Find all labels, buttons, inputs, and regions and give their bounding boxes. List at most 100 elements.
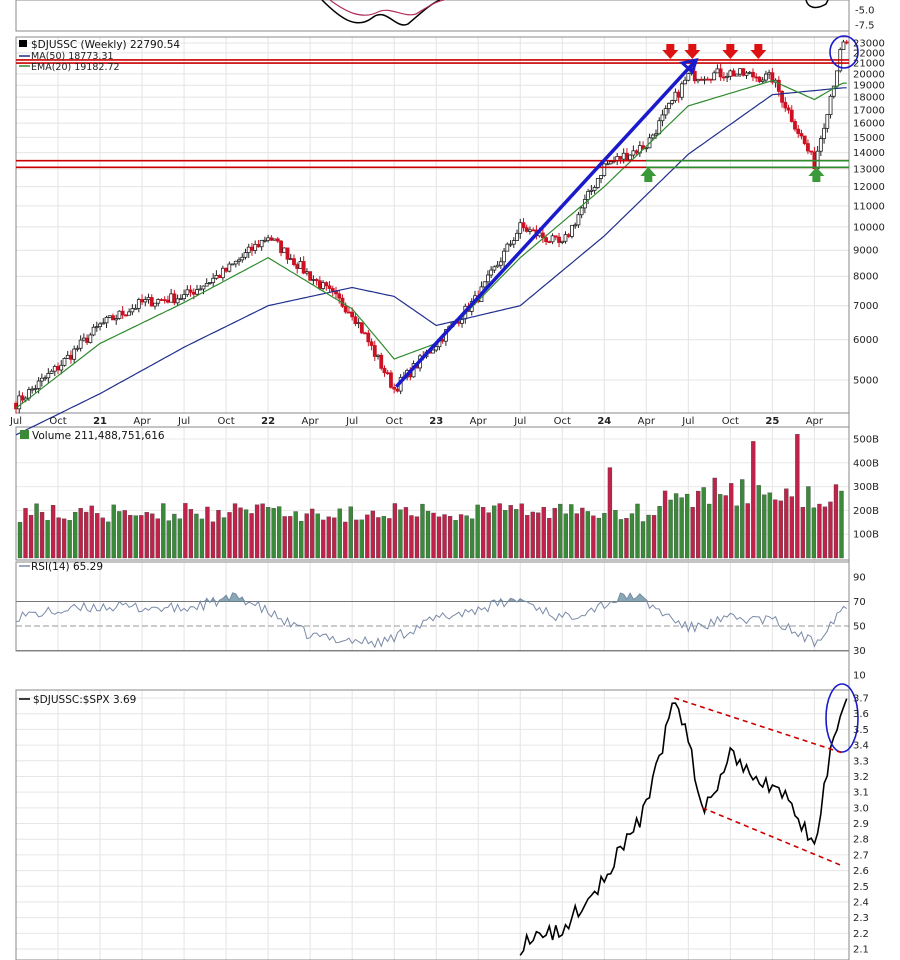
volume-tick-label: 400B bbox=[853, 458, 879, 469]
volume-bar bbox=[315, 513, 320, 559]
candle-body bbox=[136, 299, 141, 309]
candle-body bbox=[46, 373, 51, 379]
volume-bar bbox=[734, 505, 739, 559]
candle-body bbox=[654, 133, 658, 136]
candle-body bbox=[275, 238, 280, 242]
candle-body bbox=[104, 317, 109, 324]
x-tick-label: Oct bbox=[722, 416, 739, 427]
candle-body bbox=[728, 70, 733, 77]
candle-body bbox=[767, 72, 772, 75]
candle-body bbox=[317, 280, 322, 289]
ratio-tick-label: 2.8 bbox=[853, 835, 869, 846]
volume-bar bbox=[166, 520, 172, 559]
candle-body bbox=[208, 282, 212, 284]
candle-body bbox=[52, 366, 57, 372]
candle-body bbox=[389, 372, 393, 388]
ratio-line bbox=[519, 698, 848, 956]
rsi-panel-frame bbox=[15, 561, 850, 652]
candle-body bbox=[702, 78, 707, 81]
candle-body bbox=[806, 143, 810, 152]
volume-bar bbox=[640, 521, 646, 559]
candle-body bbox=[369, 341, 374, 346]
indicator-tick-label: -5.0 bbox=[855, 6, 875, 17]
candle-body bbox=[676, 91, 681, 98]
candle-body bbox=[30, 388, 35, 391]
rsi-tick-label: 90 bbox=[853, 573, 866, 584]
volume-bar bbox=[288, 516, 293, 559]
volume-bar bbox=[458, 514, 464, 559]
candle-body bbox=[783, 101, 788, 109]
candle-body bbox=[663, 108, 668, 116]
candle-body bbox=[372, 345, 377, 357]
candle-body bbox=[540, 232, 545, 239]
up-arrow-icon bbox=[808, 167, 825, 182]
volume-bar bbox=[39, 512, 45, 559]
ratio-tick-label: 2.6 bbox=[853, 866, 869, 877]
volume-bar bbox=[177, 518, 183, 559]
rsi-tick-label: 70 bbox=[853, 597, 866, 608]
candle-body bbox=[311, 279, 316, 281]
candle-body bbox=[670, 100, 675, 104]
price-legend: $DJUSSC (Weekly) 22790.54 MA(50) 18773.3… bbox=[19, 39, 180, 73]
volume-bar bbox=[332, 517, 337, 559]
volume-bar bbox=[519, 503, 524, 559]
candle-body bbox=[233, 260, 238, 265]
volume-bar bbox=[591, 515, 596, 559]
candle-body bbox=[246, 246, 251, 254]
candle-body bbox=[763, 73, 768, 81]
ratio-tick-label: 3.3 bbox=[853, 756, 869, 767]
candle-body bbox=[754, 76, 759, 79]
candle-body bbox=[679, 83, 684, 98]
candle-body bbox=[531, 229, 536, 232]
candle-body bbox=[709, 78, 713, 81]
volume-tick-label: 500B bbox=[853, 435, 879, 446]
candle-body bbox=[696, 78, 700, 82]
candle-body bbox=[363, 332, 367, 335]
candle-body bbox=[146, 297, 151, 300]
volume-bar bbox=[304, 513, 309, 559]
candle-body bbox=[198, 288, 203, 291]
volume-bar bbox=[657, 506, 662, 559]
candle-body bbox=[133, 307, 138, 310]
volume-bar bbox=[833, 484, 839, 559]
candle-body bbox=[356, 322, 361, 325]
candle-body bbox=[686, 73, 691, 81]
candle-body bbox=[560, 240, 565, 243]
ema-legend-label: EMA(20) 19182.72 bbox=[31, 62, 120, 73]
up-arrow-icon bbox=[640, 167, 657, 182]
volume-bar bbox=[707, 503, 712, 559]
volume-bar bbox=[365, 514, 370, 559]
price-tick-label: 9000 bbox=[853, 246, 878, 257]
candle-body bbox=[379, 354, 384, 369]
candle-body bbox=[243, 252, 248, 258]
candle-body bbox=[385, 372, 390, 375]
price-legend-title: $DJUSSC (Weekly) 22790.54 bbox=[31, 39, 180, 51]
price-tick-label: 8000 bbox=[853, 272, 878, 283]
candle-body bbox=[366, 332, 371, 343]
volume-bar bbox=[673, 493, 679, 559]
candle-body bbox=[91, 326, 96, 336]
volume-bar bbox=[828, 501, 833, 559]
volume-bar bbox=[414, 516, 420, 559]
price-tick-label: 5000 bbox=[853, 376, 878, 387]
candle-body bbox=[36, 380, 41, 389]
x-tick-label: Oct bbox=[49, 416, 66, 427]
ratio-tick-label: 2.1 bbox=[853, 945, 869, 956]
candle-body bbox=[172, 293, 177, 304]
volume-bar bbox=[453, 520, 458, 559]
candle-body bbox=[288, 258, 293, 261]
candle-body bbox=[382, 367, 387, 374]
volume-bar bbox=[514, 509, 519, 559]
candle-body bbox=[705, 78, 710, 81]
candle-body bbox=[308, 271, 313, 281]
price-tick-label: 12000 bbox=[853, 182, 885, 193]
volume-bar bbox=[811, 507, 817, 559]
volume-bar bbox=[480, 507, 486, 559]
volume-bar bbox=[822, 506, 828, 559]
candle-body bbox=[217, 275, 222, 279]
ratio-tick-label: 2.2 bbox=[853, 929, 869, 940]
volume-bar bbox=[684, 493, 690, 559]
price-tick-label: 6000 bbox=[853, 335, 878, 346]
